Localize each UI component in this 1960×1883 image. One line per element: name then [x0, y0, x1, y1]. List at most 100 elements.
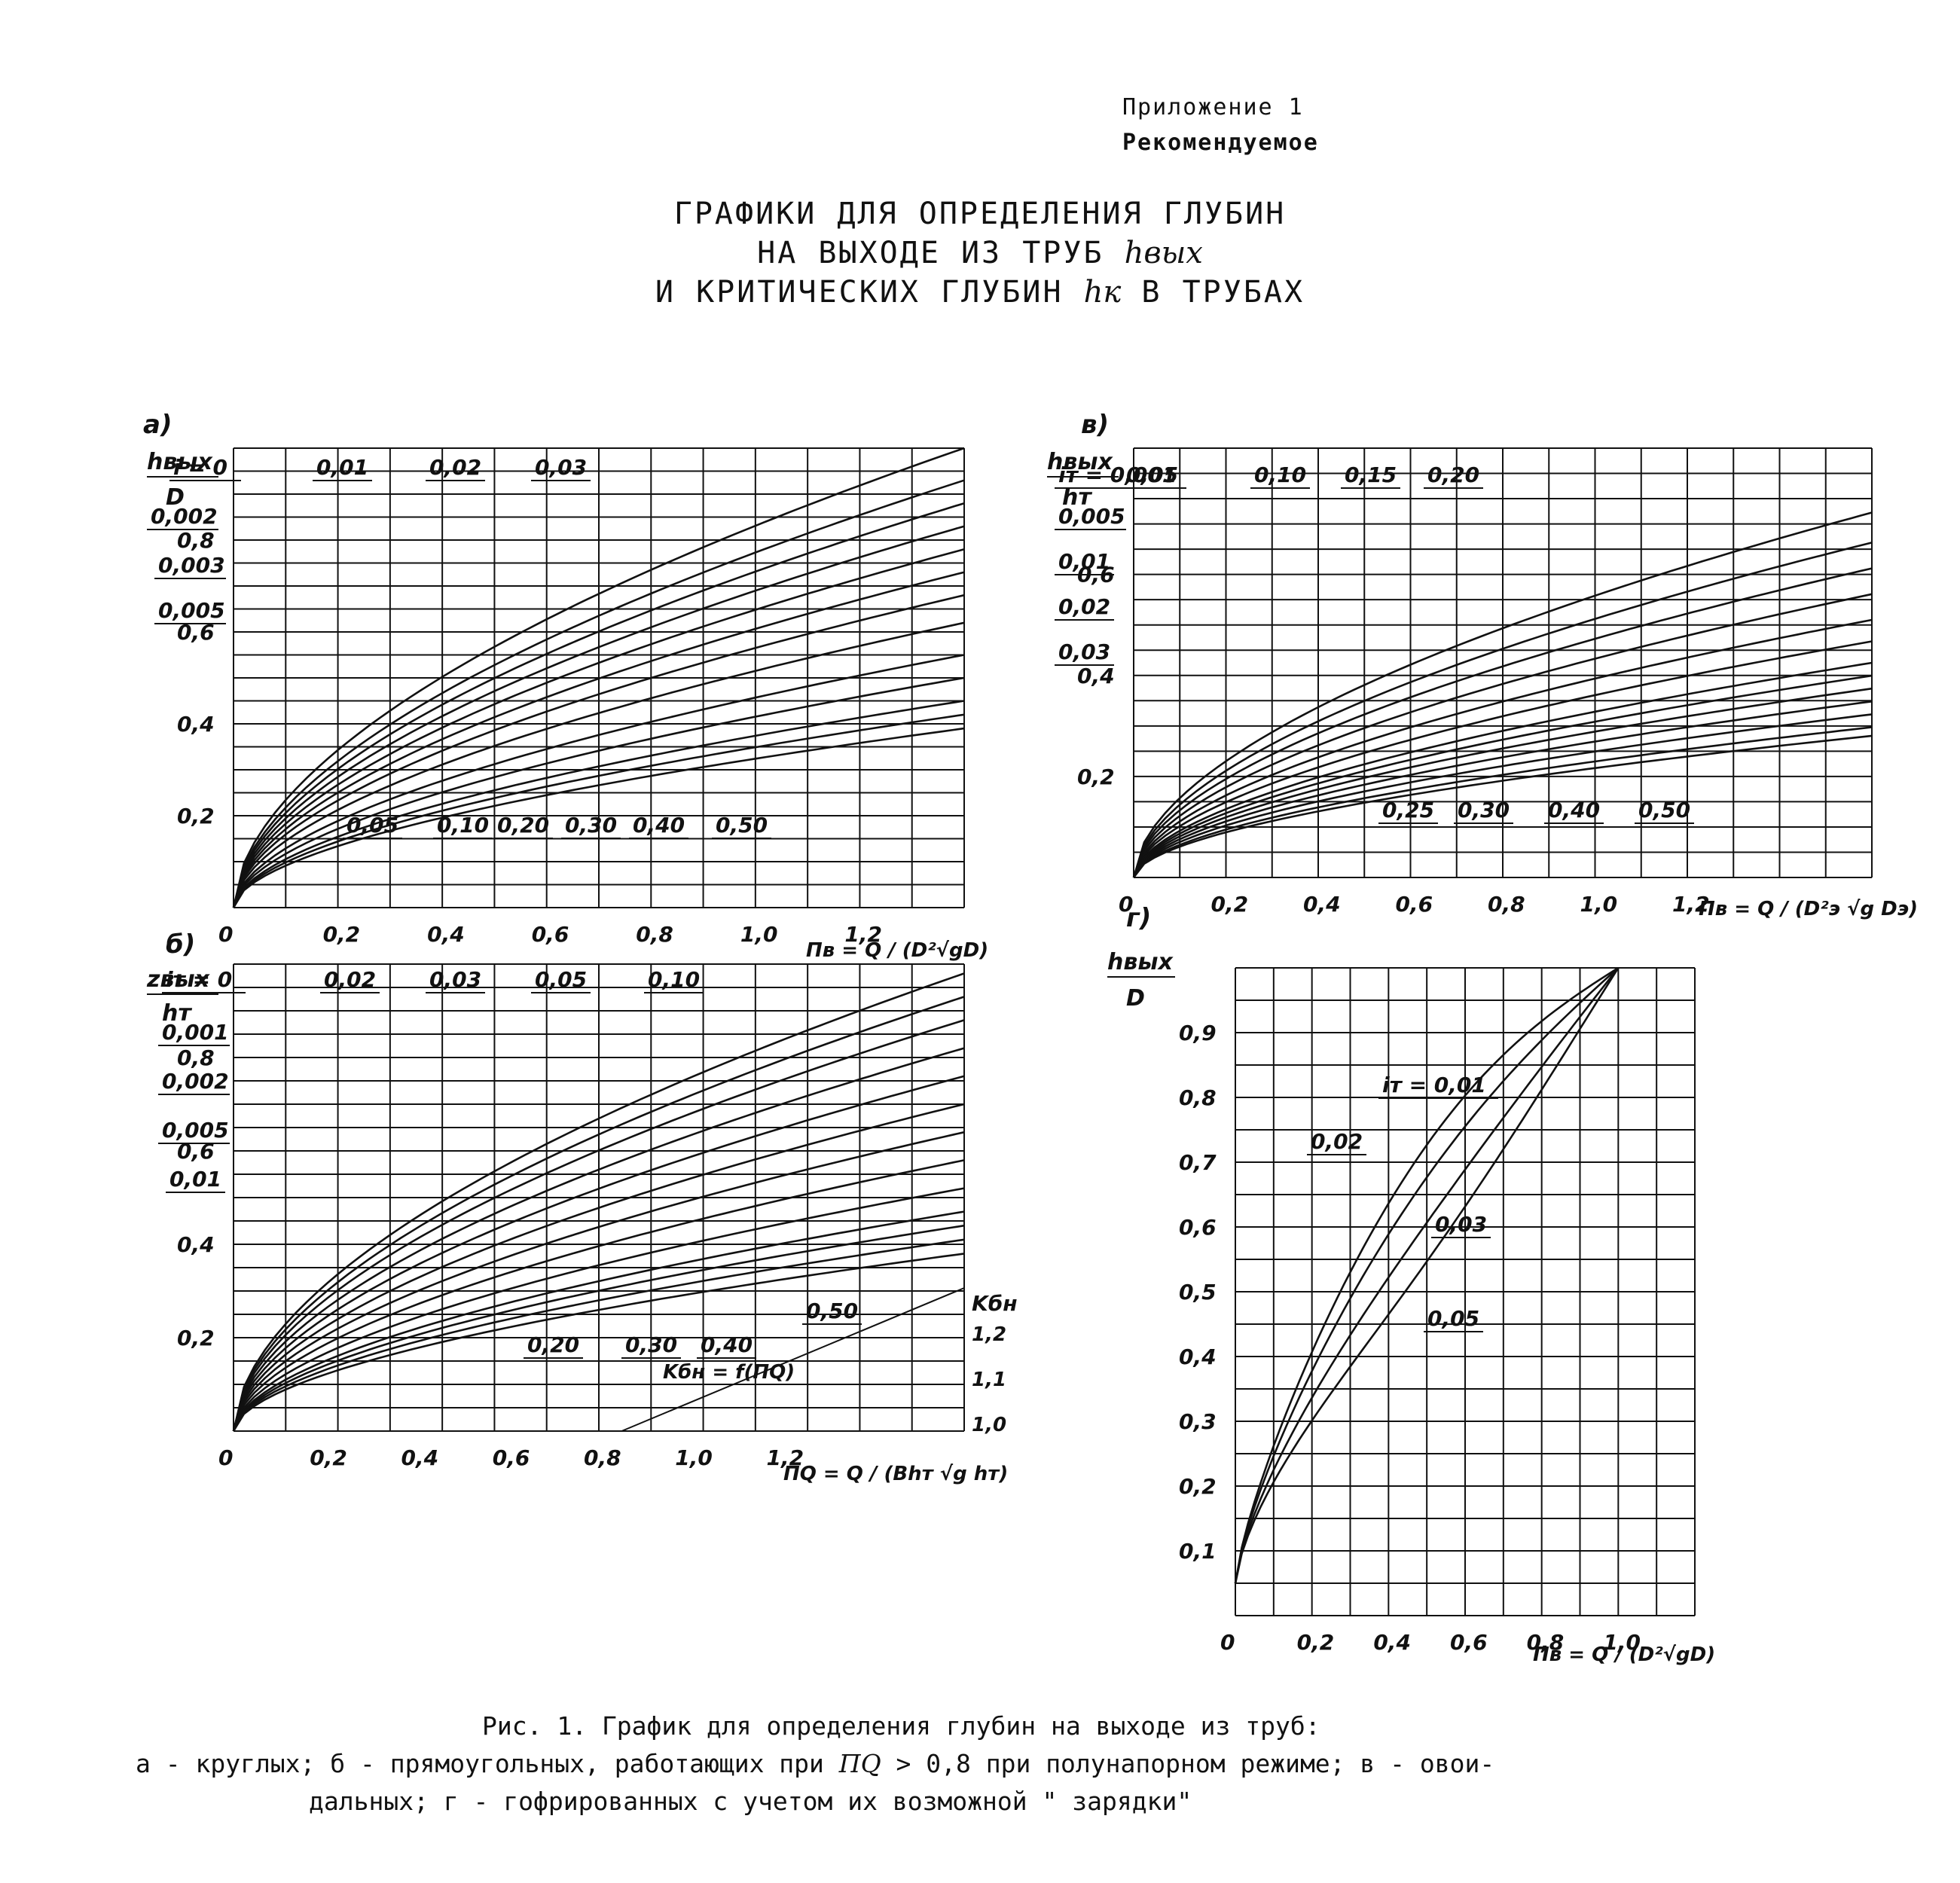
- series-label: 0,05: [1427, 1306, 1479, 1331]
- series-curve: [1132, 674, 1873, 878]
- xlabel-a: Пв = Q / (D²√gD): [806, 939, 988, 962]
- xlabel-v: Пв = Q / (D²э √g Dэ): [1699, 898, 1918, 920]
- x-tick-label: 0,4: [427, 922, 465, 947]
- x-tick-label: 0,2: [1297, 1630, 1335, 1655]
- series-label: 0,10: [437, 813, 489, 838]
- y-tick-label: 0,6: [1179, 1215, 1217, 1240]
- series-curve: [1132, 511, 1873, 878]
- x-tick-label: 0,4: [1373, 1630, 1411, 1655]
- kbn-line: [621, 1287, 965, 1432]
- curves-v: [1132, 511, 1873, 878]
- series-label: iт = 0,001: [1058, 462, 1177, 487]
- x-tick-label: 0,6: [532, 922, 569, 947]
- series-curve: [1234, 966, 1619, 1584]
- series-curve: [232, 700, 965, 908]
- series-label: 0,10: [1254, 462, 1306, 487]
- grid-v: [1133, 447, 1873, 878]
- series-label: 0,50: [806, 1299, 858, 1323]
- ylabel-b-top: zвых: [146, 966, 211, 993]
- series-curve: [232, 479, 965, 908]
- series-curve: [232, 447, 965, 908]
- series-label: 0,02: [429, 455, 481, 480]
- series-curve: [232, 1019, 965, 1432]
- x-tick-label: 0,4: [401, 1445, 439, 1470]
- series-label: 0,002: [162, 1069, 229, 1094]
- caption-line-1: Рис. 1. График для определения глубин на…: [482, 1711, 1320, 1741]
- series-label: iт = 0: [166, 967, 232, 992]
- y-tick-label: 0,4: [177, 1232, 215, 1257]
- series-curve: [232, 1103, 965, 1432]
- xlabel-b: ПQ = Q / (Bhт √g hт): [783, 1463, 1008, 1485]
- series-curve: [1132, 700, 1873, 878]
- x-tick-label: 0,4: [1303, 892, 1341, 917]
- y-tick-label: 0,5: [1179, 1280, 1217, 1305]
- panel-label-g: г): [1126, 903, 1151, 933]
- series-curve: [1132, 567, 1873, 878]
- series-curve: [1132, 640, 1873, 878]
- series-curve: [232, 1187, 965, 1432]
- series-curve: [232, 1159, 965, 1432]
- x-tick-label: 1,2: [1672, 892, 1710, 917]
- chart-b-rectangular-pipes: б) zвых hт 0 0,2 0,4 0,6 0,8 1,0 1,20,20,40,60…: [146, 929, 1018, 1485]
- labels-a: i = 0 0,01 0,02 0,03 0,002 0,003 0,005 0,05 0,10…: [147, 455, 771, 839]
- panel-label-v: в): [1081, 410, 1109, 440]
- series-label: 0,40: [701, 1332, 753, 1357]
- series-label: 0,002: [151, 504, 218, 529]
- y-tick-label: 0,2: [1077, 764, 1115, 789]
- x-tick-label: 0: [218, 922, 233, 947]
- series-label: 0,02: [1311, 1129, 1363, 1154]
- series-label: 0,30: [1458, 798, 1510, 822]
- x-tick-label: 1,2: [844, 922, 882, 947]
- series-label: 0,03: [429, 967, 481, 992]
- right-tick-label: 1,0: [972, 1414, 1006, 1436]
- caption-line-3: дальных; г - гофрированных с учетом их в…: [309, 1787, 1192, 1816]
- caption-line-2: а - круглых; б - прямоугольных, работающ…: [136, 1749, 1495, 1778]
- title-line-2: НА ВЫХОДЕ ИЗ ТРУБ hвых: [757, 236, 1203, 270]
- appendix-number: Приложение 1: [1122, 94, 1304, 121]
- labels-g: iт = 0,01 0,02 0,03 0,05: [1307, 1073, 1498, 1332]
- series-curve: [1132, 661, 1873, 878]
- series-label: 0,10: [648, 967, 700, 992]
- series-label: 0,005: [158, 598, 225, 623]
- series-curve: [232, 621, 965, 908]
- series-curve: [232, 1238, 965, 1432]
- series-curve: [232, 1253, 965, 1432]
- ylabel-a-top: hвых: [147, 449, 213, 475]
- series-label: 0,20: [497, 813, 549, 838]
- series-label: 0,02: [324, 967, 376, 992]
- series-curve: [232, 1131, 965, 1432]
- series-label: 0,01: [1058, 549, 1110, 574]
- series-curve: [1132, 618, 1873, 878]
- ticks-b: 0 0,2 0,4 0,6 0,8 1,0 1,20,20,40,60,8Kбн1,01,1…: [177, 1045, 1018, 1470]
- right-tick-label: 1,1: [972, 1369, 1006, 1391]
- series-label: 0,03: [535, 455, 587, 480]
- series-curve: [232, 1075, 965, 1432]
- y-tick-label: 0,2: [177, 1326, 215, 1350]
- panel-label-b: б): [166, 929, 195, 960]
- y-tick-label: 0,7: [1179, 1150, 1217, 1175]
- series-curve: [1132, 687, 1873, 878]
- series-curve: [1132, 734, 1873, 878]
- title-line-3: И КРИТИЧЕСКИХ ГЛУБИН hк В ТРУБАХ: [655, 275, 1305, 310]
- series-label: 0,50: [1638, 798, 1690, 822]
- y-tick-label: 0,8: [1179, 1085, 1217, 1110]
- series-label: iт = 0,01: [1382, 1073, 1486, 1097]
- series-curve: [232, 1047, 965, 1432]
- chart-v-ovoid-pipes: в) hвых hт 0 0,2 0,4 0,6 0,8 1,0 1,20,20,40,6 …: [1047, 410, 1918, 920]
- right-tick-label: 1,2: [972, 1323, 1006, 1346]
- series-curve: [232, 1224, 965, 1432]
- series-label: 0,05: [1126, 462, 1178, 487]
- series-curve: [1234, 967, 1620, 1584]
- series-label: 0,30: [625, 1332, 677, 1357]
- y-tick-label: 0,2: [177, 804, 215, 829]
- series-curve: [232, 548, 965, 908]
- series-curve: [232, 654, 965, 908]
- chart-a-round-pipes: а) hвых D 0 0,2 0,4 0,6 0,8 1,0 1,20,20,40,60,…: [143, 410, 988, 962]
- x-tick-label: 1,0: [1603, 1630, 1641, 1655]
- curves-b: [232, 972, 965, 1432]
- series-curve: [1132, 542, 1873, 878]
- series-curve: [1132, 713, 1873, 878]
- page-title: ГРАФИКИ ДЛЯ ОПРЕДЕЛЕНИЯ ГЛУБИН НА ВЫХОДЕ…: [0, 194, 1960, 312]
- curves-a: [232, 447, 965, 908]
